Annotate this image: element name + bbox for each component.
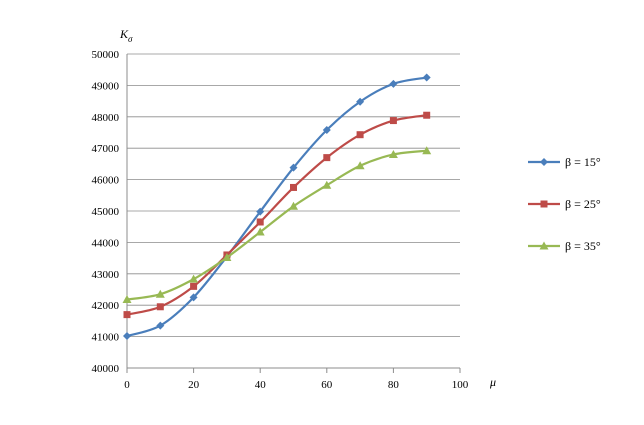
data-point bbox=[422, 146, 432, 155]
data-point bbox=[123, 311, 131, 319]
x-tick-label: 80 bbox=[388, 379, 400, 391]
x-tick-labels: 0 20 40 60 80 100 bbox=[124, 379, 469, 391]
data-point bbox=[123, 331, 131, 340]
data-point bbox=[323, 154, 331, 162]
y-axis-title-main: K bbox=[119, 27, 129, 41]
y-tick-label: 40000 bbox=[92, 363, 120, 375]
x-tick-label: 40 bbox=[255, 379, 267, 391]
y-tick-label: 45000 bbox=[92, 206, 120, 218]
data-point bbox=[389, 79, 398, 88]
series-1 bbox=[123, 73, 431, 340]
data-point bbox=[388, 149, 398, 158]
y-tick-label: 42000 bbox=[92, 300, 120, 312]
legend-marker bbox=[540, 158, 548, 166]
data-point bbox=[256, 218, 264, 226]
y-tick-label: 41000 bbox=[92, 332, 120, 344]
legend: β = 15° β = 25° β = 35° bbox=[528, 155, 601, 253]
y-tick-label: 43000 bbox=[92, 269, 120, 281]
data-point bbox=[189, 274, 199, 283]
legend-marker bbox=[540, 200, 548, 208]
data-point bbox=[356, 97, 365, 106]
data-point bbox=[289, 201, 298, 210]
y-axis-title: Kσ bbox=[119, 27, 133, 44]
data-point bbox=[156, 303, 164, 311]
y-tick-label: 47000 bbox=[92, 143, 120, 155]
series-line bbox=[126, 114, 427, 316]
data-point bbox=[389, 117, 397, 125]
series-line bbox=[126, 76, 427, 338]
x-tick-label: 60 bbox=[321, 379, 333, 391]
series-line bbox=[126, 149, 427, 301]
data-point bbox=[422, 73, 431, 82]
data-point bbox=[356, 131, 364, 139]
data-point bbox=[222, 252, 232, 261]
data-point bbox=[256, 207, 265, 216]
y-tick-label: 48000 bbox=[92, 112, 120, 124]
x-tick-label: 100 bbox=[452, 379, 469, 391]
y-tick-labels: 40000 41000 42000 43000 44000 45000 46000 47000… bbox=[92, 49, 120, 375]
legend-label: β = 35° bbox=[565, 239, 601, 253]
y-axis-title-sub: σ bbox=[128, 34, 133, 44]
series-3 bbox=[122, 146, 432, 304]
data-point bbox=[289, 163, 298, 172]
data-point bbox=[290, 183, 297, 191]
legend-marker bbox=[539, 241, 549, 250]
legend-label: β = 15° bbox=[565, 155, 601, 169]
data-point bbox=[322, 180, 332, 189]
y-tick-label: 44000 bbox=[92, 237, 120, 249]
y-tick-label: 50000 bbox=[92, 49, 120, 61]
data-point bbox=[189, 293, 198, 302]
x-tick-label: 20 bbox=[188, 379, 200, 391]
data-point bbox=[155, 289, 165, 298]
legend-item: β = 25° bbox=[528, 197, 601, 211]
data-point bbox=[122, 295, 132, 304]
data-point bbox=[255, 227, 265, 236]
y-tick-label: 46000 bbox=[92, 175, 120, 187]
data-point bbox=[190, 282, 198, 290]
series-group bbox=[122, 73, 432, 340]
legend-label: β = 25° bbox=[565, 197, 601, 211]
grid-lines bbox=[127, 53, 460, 338]
series-2 bbox=[123, 111, 431, 319]
y-tick-label: 49000 bbox=[92, 80, 120, 92]
data-point bbox=[423, 111, 431, 119]
legend-item: β = 15° bbox=[528, 155, 601, 169]
x-tick-label: 0 bbox=[124, 379, 130, 391]
data-point bbox=[355, 161, 365, 170]
x-axis-title: μ bbox=[489, 375, 496, 389]
axes bbox=[126, 54, 461, 373]
data-point bbox=[156, 321, 165, 330]
legend-item: β = 35° bbox=[528, 239, 601, 253]
data-point bbox=[322, 125, 331, 134]
